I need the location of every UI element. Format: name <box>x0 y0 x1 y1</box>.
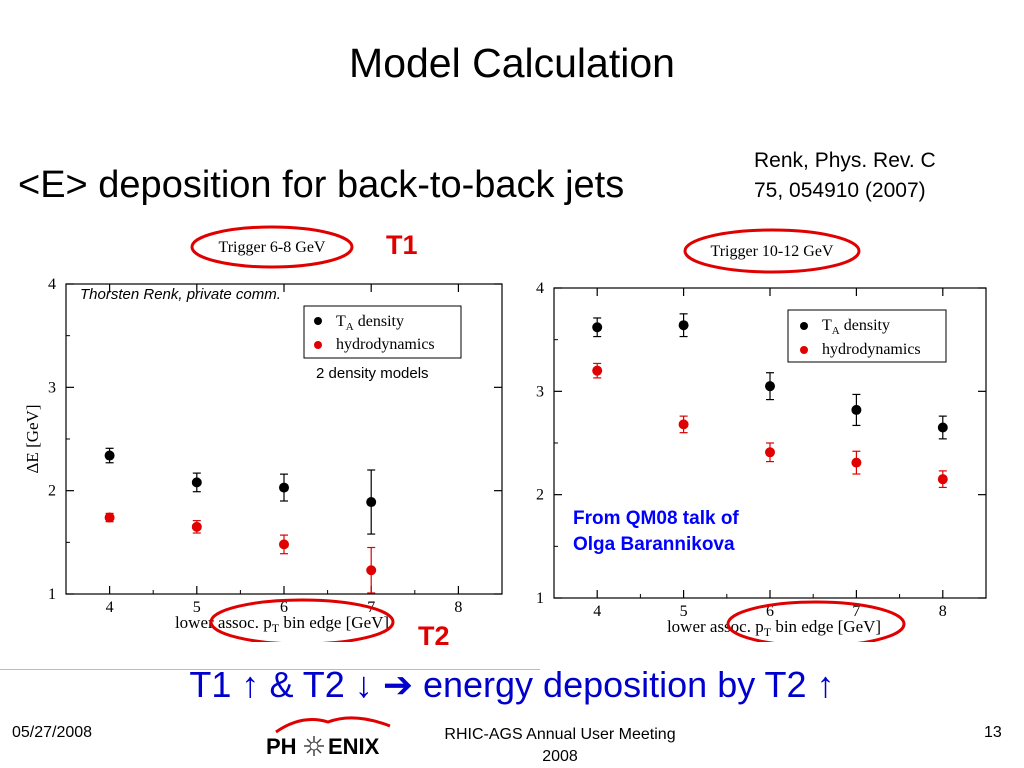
divider-line <box>0 669 540 670</box>
footer-date: 05/27/2008 <box>12 724 93 741</box>
axis-ticks: 4 5 6 7 8 1 2 3 4 <box>536 280 987 620</box>
t2-label: T2 <box>418 621 450 651</box>
y-tick-label: 3 <box>48 379 56 396</box>
hydrodynamics-point <box>279 539 289 550</box>
hydrodynamics-point <box>851 457 862 468</box>
chart-title: Trigger 10-12 GeV <box>711 243 834 260</box>
ta-density-point <box>592 322 603 333</box>
y-tick-label: 2 <box>48 483 56 500</box>
x-tick-label: 4 <box>106 599 114 616</box>
t2-highlight-ellipse-left <box>209 598 395 642</box>
hydrodynamics-point <box>678 419 689 430</box>
x-axis-label: lower assoc. pT bin edge [GeV] <box>667 617 881 639</box>
ta-density-point <box>279 482 289 493</box>
x-tick-label: 7 <box>852 603 860 620</box>
x-tick-label: 4 <box>593 603 601 620</box>
x-axis-label: lower assoc. pT bin edge [GeV] <box>175 613 389 635</box>
x-tick-label: 8 <box>939 603 947 620</box>
legend: TA density hydrodynamics <box>303 305 462 359</box>
hydrodynamics-point <box>592 365 603 376</box>
legend-entry-ta-density: TA density <box>336 313 404 333</box>
hydrodynamics-point <box>366 565 377 576</box>
footer-page-number: 13 <box>984 724 1002 741</box>
x-tick-label: 8 <box>454 599 462 616</box>
source-note-line-2: Olga Barannikova <box>573 534 735 555</box>
chart-title: Trigger 6-8 GeV <box>219 239 326 256</box>
slide-subtitle: <E> deposition for back-to-back jets <box>18 164 625 206</box>
y-tick-label: 3 <box>536 383 544 400</box>
logo-text-right: ENIX <box>328 734 380 759</box>
density-models-note: 2 density models <box>316 365 429 382</box>
y-tick-label: 4 <box>48 276 56 293</box>
chart-trigger-10-12: Trigger 10-12 GeV 4 5 6 7 8 1 2 3 4 lower assoc.… <box>536 228 987 642</box>
x-tick-label: 6 <box>280 599 288 616</box>
hydrodynamics-point <box>765 447 775 458</box>
legend-entry-hydrodynamics: hydrodynamics <box>822 341 921 358</box>
phenix-logo: PH ENIX <box>262 712 402 762</box>
hydrodynamics-point <box>104 512 115 523</box>
data-points <box>104 447 377 594</box>
ta-density-point <box>366 497 377 508</box>
x-tick-label: 5 <box>680 603 688 620</box>
footer-meeting-line-2: 2008 <box>542 748 578 765</box>
hydrodynamics-point <box>191 521 202 532</box>
source-note: From QM08 talk of Olga Barannikova <box>573 506 739 558</box>
private-comm-note: Thorsten Renk, private comm. <box>80 286 281 303</box>
ta-density-point <box>851 404 862 415</box>
legend-entry-hydrodynamics: hydrodynamics <box>336 336 435 353</box>
y-tick-label: 1 <box>536 590 544 607</box>
y-tick-label: 4 <box>536 280 544 297</box>
trigger-6-8-highlight-ellipse <box>190 225 354 269</box>
ta-density-point <box>678 320 689 331</box>
legend-entry-ta-density: TA density <box>822 317 890 337</box>
footer-meeting: RHIC-AGS Annual User Meeting 2008 <box>410 724 710 768</box>
hydrodynamics-point <box>937 474 948 485</box>
trigger-10-12-highlight-ellipse <box>683 228 861 274</box>
y-tick-label: 2 <box>536 487 544 504</box>
reference-line-2: 75, 054910 (2007) <box>754 179 926 202</box>
reference-line-1: Renk, Phys. Rev. C <box>754 149 936 172</box>
t2-highlight-ellipse-right <box>726 600 906 642</box>
x-tick-label: 6 <box>766 603 774 620</box>
ta-density-point <box>191 477 202 488</box>
data-points <box>592 313 948 489</box>
phenix-wing-icon <box>275 716 391 734</box>
x-tick-label: 5 <box>193 599 201 616</box>
slide-title: Model Calculation <box>349 40 675 86</box>
y-axis-label: ΔE [GeV] <box>23 405 42 474</box>
logo-text-left: PH <box>266 734 297 759</box>
source-note-line-1: From QM08 talk of <box>573 508 739 529</box>
conclusion-text: T1 ↑ & T2 ↓ ➔ energy deposition by T2 ↑ <box>189 664 835 705</box>
sun-icon <box>304 736 324 756</box>
ta-density-point <box>937 422 948 433</box>
reference-citation: Renk, Phys. Rev. C 75, 054910 (2007) <box>754 146 936 206</box>
ta-density-point <box>104 450 115 461</box>
y-tick-label: 1 <box>48 586 56 603</box>
footer-meeting-line-1: RHIC-AGS Annual User Meeting <box>444 726 676 743</box>
ta-density-point <box>765 381 775 392</box>
t1-label: T1 <box>386 230 418 260</box>
legend: TA density hydrodynamics <box>787 309 947 363</box>
